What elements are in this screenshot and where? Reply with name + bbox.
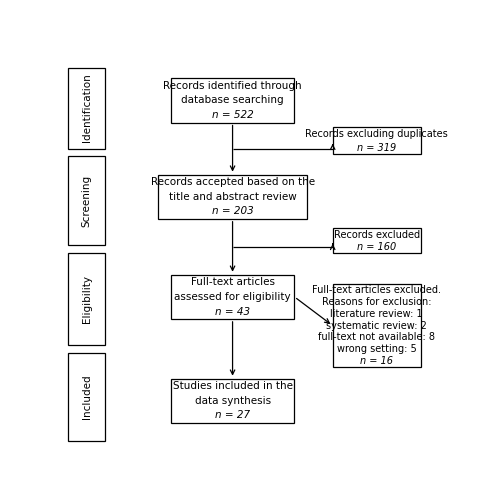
- Text: n = 27: n = 27: [215, 410, 250, 420]
- Text: Records excluding duplicates: Records excluding duplicates: [305, 129, 448, 139]
- Text: systematic review: 2: systematic review: 2: [326, 320, 427, 330]
- Text: database searching: database searching: [181, 96, 284, 106]
- Text: n = 522: n = 522: [212, 110, 254, 120]
- Text: Full-text articles: Full-text articles: [191, 277, 274, 287]
- Text: n = 319: n = 319: [357, 142, 397, 152]
- Text: Reasons for exclusion:: Reasons for exclusion:: [322, 297, 431, 307]
- Text: wrong setting: 5: wrong setting: 5: [337, 344, 416, 354]
- Bar: [68, 352, 105, 441]
- Bar: [68, 68, 105, 148]
- Text: Records accepted based on the: Records accepted based on the: [151, 177, 314, 187]
- Text: literature review: 1: literature review: 1: [330, 309, 423, 319]
- Text: Records excluded: Records excluded: [334, 230, 420, 239]
- Bar: [333, 284, 421, 367]
- Bar: [68, 252, 105, 345]
- Bar: [68, 156, 105, 245]
- Bar: [333, 128, 421, 154]
- Text: Full-text articles excluded.: Full-text articles excluded.: [312, 285, 441, 295]
- Text: full-text not available: 8: full-text not available: 8: [318, 332, 435, 342]
- Text: Studies included in the: Studies included in the: [172, 381, 293, 391]
- Text: Identification: Identification: [82, 74, 92, 142]
- Bar: [333, 228, 421, 254]
- Text: Eligibility: Eligibility: [82, 274, 92, 322]
- Text: title and abstract review: title and abstract review: [169, 192, 297, 202]
- Bar: [171, 378, 294, 423]
- Text: assessed for eligibility: assessed for eligibility: [174, 292, 291, 302]
- Bar: [157, 174, 307, 219]
- Text: Screening: Screening: [82, 174, 92, 227]
- Text: n = 16: n = 16: [360, 356, 393, 366]
- Text: n = 203: n = 203: [212, 206, 254, 216]
- Text: data synthesis: data synthesis: [195, 396, 270, 406]
- Text: Included: Included: [82, 374, 92, 419]
- Text: n = 43: n = 43: [215, 306, 250, 316]
- Text: Records identified through: Records identified through: [163, 80, 302, 90]
- Bar: [171, 274, 294, 319]
- Bar: [171, 78, 294, 122]
- Text: n = 160: n = 160: [357, 242, 397, 252]
